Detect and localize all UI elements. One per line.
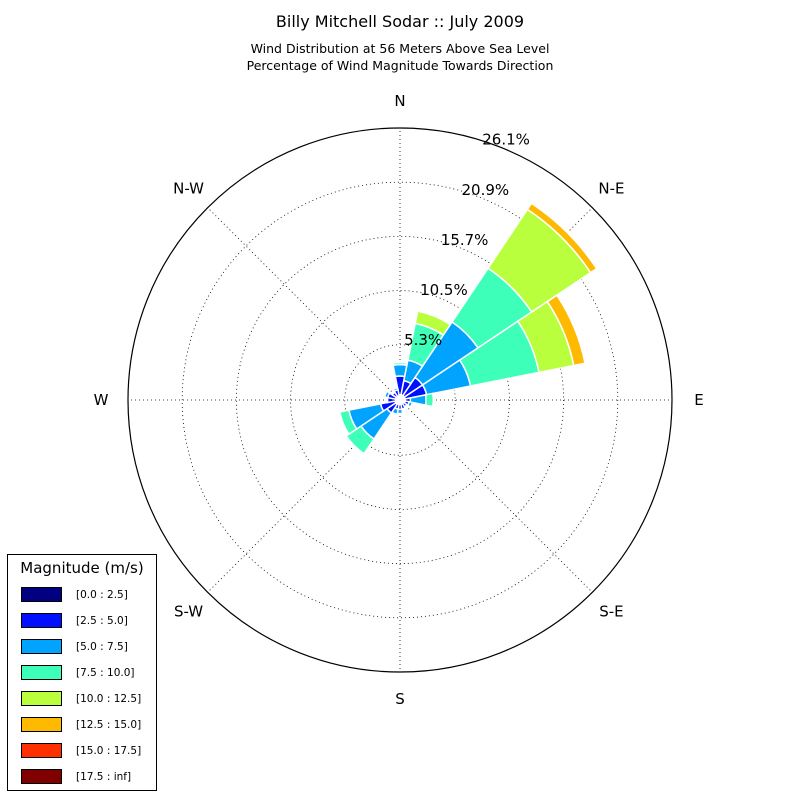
- legend-item: [5.0 : 7.5]: [21, 639, 151, 655]
- legend-swatch: [21, 665, 62, 680]
- outer-frame-circle: [127, 127, 673, 673]
- legend-swatch: [21, 613, 62, 628]
- chart-title: Billy Mitchell Sodar :: July 2009: [275, 12, 525, 31]
- wind-bar-segment: [383, 390, 391, 399]
- wind-bar-segment: [406, 400, 414, 408]
- legend-swatch: [21, 587, 62, 602]
- legend-swatch: [21, 639, 62, 654]
- legend: Magnitude (m/s) [0.0 : 2.5] [2.5 : 5.0] [5…: [7, 554, 157, 791]
- wind-bar-segment: [546, 294, 586, 367]
- legend-item: [7.5 : 10.0]: [21, 665, 151, 681]
- direction-label: N-E: [598, 180, 624, 198]
- wind-bar-segment: [391, 360, 409, 365]
- legend-item: [2.5 : 5.0]: [21, 613, 151, 629]
- chart-subtitle-line-1: Wind Distribution at 56 Meters Above Sea…: [250, 41, 550, 56]
- grid-circle: [235, 235, 565, 565]
- legend-swatch: [21, 691, 62, 706]
- legend-swatch: [21, 717, 62, 732]
- direction-label: S: [395, 690, 405, 708]
- legend-label: [10.0 : 12.5]: [76, 693, 142, 705]
- direction-label: S-E: [599, 602, 623, 620]
- direction-label: S-W: [174, 602, 203, 620]
- wind-bar-segment: [392, 386, 399, 393]
- radial-tick-label: 5.3%: [404, 331, 442, 349]
- grid-circle: [181, 181, 619, 619]
- legend-item: [0.0 : 2.5]: [21, 587, 151, 603]
- grid-spoke: [207, 207, 401, 401]
- legend-item: [15.0 : 17.5]: [21, 743, 151, 759]
- chart-subtitle-line-2: Percentage of Wind Magnitude Towards Dir…: [246, 58, 554, 73]
- wind-bar-segment: [424, 392, 435, 408]
- legend-label: [5.0 : 7.5]: [76, 641, 128, 653]
- direction-label: N-W: [173, 180, 204, 198]
- wind-bar-segment: [431, 392, 436, 408]
- legend-swatch: [21, 743, 62, 758]
- radial-tick-label: 15.7%: [441, 231, 489, 249]
- wind-rose-bars: [337, 202, 598, 455]
- legend-label: [7.5 : 10.0]: [76, 667, 135, 679]
- direction-label: W: [94, 391, 109, 409]
- legend-label: [0.0 : 2.5]: [76, 589, 128, 601]
- legend-title: Magnitude (m/s): [20, 559, 144, 577]
- grid-circle: [290, 290, 510, 510]
- legend-label: [15.0 : 17.5]: [76, 745, 142, 757]
- grid-circle: [344, 344, 456, 456]
- legend-swatch: [21, 769, 62, 784]
- direction-label: N: [394, 92, 405, 110]
- radial-tick-label: 26.1%: [482, 131, 530, 149]
- legend-item: [17.5 : inf]: [21, 769, 151, 785]
- legend-label: [2.5 : 5.0]: [76, 615, 128, 627]
- legend-item: [10.0 : 12.5]: [21, 691, 151, 707]
- grid-spoke: [399, 399, 593, 593]
- radial-tick-labels: 5.3% 10.5% 15.7% 20.9% 26.1%: [404, 131, 530, 349]
- legend-label: [17.5 : inf]: [76, 771, 132, 783]
- wind-bar-segment: [337, 411, 350, 436]
- radial-tick-label: 20.9%: [462, 181, 510, 199]
- grid-spoke: [207, 399, 401, 593]
- legend-label: [12.5 : 15.0]: [76, 719, 142, 731]
- radial-tick-label: 10.5%: [420, 281, 468, 299]
- direction-labels: N N-E E S-E S S-W W N-W: [94, 92, 704, 708]
- legend-item: [12.5 : 15.0]: [21, 717, 151, 733]
- wind-bar-segment: [526, 202, 598, 274]
- direction-label: E: [694, 391, 703, 409]
